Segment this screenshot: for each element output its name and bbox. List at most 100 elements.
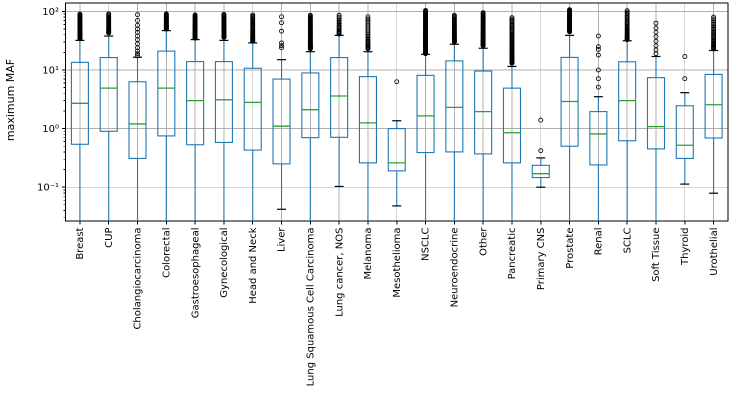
iqr-box: [416, 74, 435, 154]
outlier-point: [135, 12, 140, 18]
outlier-point: [711, 14, 717, 20]
x-tick-label-renal: Renal: [594, 228, 605, 256]
y-tick-label: 10¹: [42, 65, 59, 76]
outlier-point: [394, 79, 400, 85]
outlier-point: [336, 16, 342, 22]
x-tick-label-melanoma: Melanoma: [363, 228, 374, 280]
x-tick-label-nsclc: NSCLC: [421, 227, 432, 260]
outlier-point: [336, 14, 342, 20]
outlier-point: [595, 84, 601, 90]
outlier-point: [711, 21, 717, 27]
outlier-point: [336, 24, 342, 29]
outlier-point: [711, 31, 717, 37]
box-lung-squamous-cell-carcinoma: [301, 12, 320, 221]
outlier-point: [279, 43, 284, 49]
outlier-point: [423, 7, 428, 13]
x-tick-label-prostate: Prostate: [565, 228, 576, 269]
outlier-point: [135, 26, 140, 32]
x-tick-label-primary-cns: Primary CNS: [536, 228, 547, 291]
outlier-point: [221, 11, 227, 17]
x-tick-label-pancreatic: Pancreatic: [507, 227, 518, 279]
outlier-point: [336, 19, 342, 25]
outlier-point: [365, 16, 371, 22]
outlier-point: [711, 32, 717, 38]
x-tick-label-sclc: SCLC: [622, 227, 633, 253]
iqr-box: [531, 164, 550, 179]
iqr-box: [387, 128, 406, 172]
y-axis-label: maximum MAF: [4, 59, 17, 141]
iqr-box: [214, 61, 233, 144]
box-soft-tissue: [646, 20, 666, 221]
outlier-point: [595, 44, 601, 50]
y-tick-label: 10⁰: [42, 124, 59, 135]
x-tick-label-urothelial: Urothelial: [709, 228, 720, 276]
outlier-point: [538, 117, 544, 123]
outlier-point: [365, 14, 371, 20]
box-head-and-neck: [243, 12, 262, 221]
outlier-point: [711, 28, 717, 34]
iqr-box: [502, 87, 522, 164]
outlier-point: [135, 51, 140, 57]
box-nsclc: [416, 7, 435, 221]
outlier-point: [365, 36, 371, 42]
x-tick-label-gynecological: Gynecological: [219, 227, 230, 297]
outlier-point: [307, 12, 313, 18]
x-tick-label-colorectal: Colorectal: [162, 228, 173, 278]
box-lung-cancer-nos: [330, 12, 349, 188]
x-tick-label-lung-squamous-cell-carcinoma: Lung Squamous Cell Carcinoma: [306, 228, 317, 387]
outlier-point: [336, 21, 342, 27]
outlier-point: [163, 11, 169, 17]
outlier-point: [711, 16, 717, 22]
box-sclc: [618, 8, 637, 221]
outlier-point: [653, 51, 659, 57]
outlier-point: [538, 148, 544, 154]
x-tick-label-gastroesophageal: Gastroesophageal: [190, 228, 201, 319]
outlier-point: [653, 34, 659, 40]
box-mesothelioma: [387, 79, 406, 207]
iqr-box: [99, 56, 118, 132]
outlier-point: [135, 45, 140, 51]
x-tick-label-cup: CUP: [104, 228, 115, 248]
box-primary-cns: [531, 117, 550, 188]
iqr-box: [646, 77, 666, 150]
outlier-point: [336, 18, 342, 23]
iqr-box: [128, 81, 147, 159]
outlier-point: [365, 35, 371, 41]
outlier-point: [595, 46, 601, 52]
box-other: [474, 10, 493, 221]
outlier-point: [711, 25, 717, 30]
box-gastroesophageal: [186, 12, 205, 221]
outlier-point: [480, 10, 486, 16]
box-pancreatic: [502, 15, 522, 221]
outlier-point: [711, 29, 717, 35]
outlier-point: [135, 53, 140, 59]
box-cholangiocarcinoma: [128, 12, 147, 221]
iqr-box: [186, 61, 205, 146]
iqr-box: [243, 67, 262, 151]
outlier-point: [279, 28, 284, 34]
outlier-point: [365, 38, 371, 44]
box-colorectal: [157, 11, 176, 221]
x-tick-label-liver: Liver: [277, 227, 288, 252]
outlier-point: [135, 48, 140, 54]
box-liver: [272, 14, 291, 210]
box-prostate: [560, 7, 579, 221]
outlier-point: [595, 67, 601, 73]
outlier-point: [624, 9, 630, 15]
outlier-point: [135, 18, 140, 23]
axes: 10² 10¹ 10⁰ 10⁻¹ Breast CUP Cholangiocarcinoma…: [37, 2, 729, 387]
iqr-box: [330, 56, 349, 138]
box-melanoma: [358, 14, 378, 221]
outlier-point: [77, 11, 83, 17]
outlier-point: [365, 32, 371, 37]
x-tick-label-lung-cancer-nos: Lung cancer, NOS: [334, 228, 345, 317]
outlier-point: [711, 26, 717, 32]
outlier-point: [451, 12, 457, 18]
outlier-point: [365, 33, 371, 39]
box-urothelial: [704, 14, 723, 194]
outlier-point: [682, 76, 688, 82]
outlier-point: [711, 23, 717, 29]
outlier-point: [336, 12, 342, 18]
outlier-point: [595, 76, 601, 82]
